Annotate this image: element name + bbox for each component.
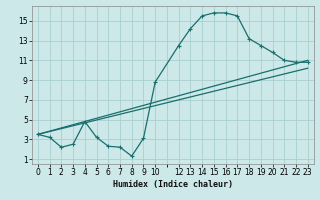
X-axis label: Humidex (Indice chaleur): Humidex (Indice chaleur) [113, 180, 233, 189]
